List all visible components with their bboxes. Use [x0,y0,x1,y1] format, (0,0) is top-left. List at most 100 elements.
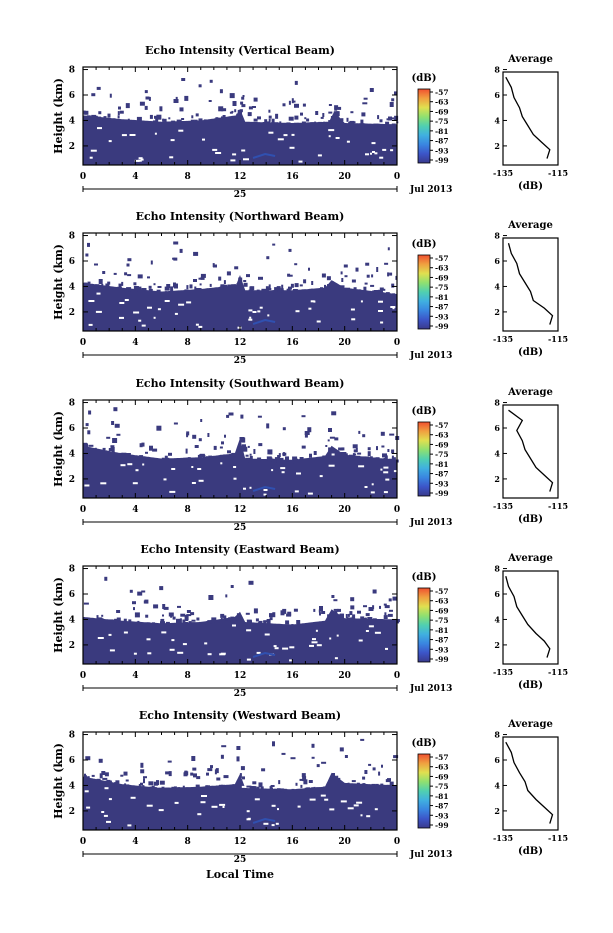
echo-gap [200,801,206,804]
echo-speckle [364,617,367,623]
echo-gap [273,645,277,648]
date-label: Jul 2013 [409,850,452,860]
echo-speckle [285,620,290,625]
echo-speckle [165,291,167,295]
echo-speckle [193,773,197,778]
echo-speckle [318,288,322,291]
colorbar-tick-label: -63 [435,763,449,772]
echo-speckle [391,98,395,102]
echo-speckle [206,288,211,292]
echo-gap [197,813,202,816]
panel-0: Echo Intensity (Vertical Beam) 2 4 6 8 Height… [52,44,568,200]
echo-speckle [293,608,298,612]
echo-speckle [184,95,189,101]
echo-speckle [263,620,269,623]
y-axis-label: Height (km) [52,577,65,653]
y-tick-label: 2 [69,475,75,485]
echo-speckle [119,110,124,114]
echo-speckle [219,446,223,449]
echo-speckle [369,456,373,461]
echo-speckle [263,620,267,624]
echo-speckle [198,277,202,280]
echo-speckle [360,616,365,620]
echo-speckle [84,110,89,115]
colorbar-tick-label: -93 [435,479,449,488]
colorbar-tick-label: -99 [435,322,449,331]
echo-speckle [327,439,330,442]
echo-speckle [198,438,202,442]
echo-speckle [270,122,274,125]
echo-speckle [242,776,245,780]
echo-speckle [159,586,164,591]
echo-speckle [225,594,228,598]
x-tick-label: 20 [338,505,351,515]
echo-speckle [253,118,258,122]
echo-speckle [209,79,213,83]
echo-speckle [235,616,239,621]
echo-speckle [288,274,293,277]
echo-speckle [102,447,106,450]
echo-speckle [379,605,381,609]
echo-gap [315,629,318,632]
average-y-tick-label: 6 [494,90,500,100]
echo-gap [138,157,143,160]
echo-gap [171,639,175,642]
echo-gap [108,140,112,143]
echo-gap [97,127,102,130]
echo-speckle [261,768,266,772]
average-title: Average [507,719,553,730]
colorbar-tick-label: -81 [435,626,449,635]
echo-speckle [294,103,299,108]
echo-speckle [353,121,356,124]
echo-speckle [206,772,209,776]
echo-speckle [226,414,230,418]
echo-gap [256,651,261,654]
echo-speckle [344,755,348,758]
echo-speckle [181,78,186,81]
echo-speckle [85,253,89,257]
echo-gap [340,800,347,803]
echo-speckle [394,115,399,121]
echo-speckle [258,276,263,280]
echo-speckle [116,617,121,623]
echo-gap [198,325,203,328]
echo-gap [385,647,388,650]
echo-region [83,772,397,830]
echo-speckle [96,86,101,90]
echo-gap [246,818,251,821]
echo-gap [241,149,246,152]
echo-gap [281,471,285,474]
echo-speckle [376,446,378,451]
echo-speckle [162,604,166,609]
echo-speckle [283,788,287,791]
echo-speckle [245,454,249,457]
echo-gap [294,490,299,493]
echo-speckle [87,281,91,284]
echo-gap [191,482,196,484]
echo-speckle [107,281,111,285]
echo-speckle [368,763,372,766]
echo-speckle [364,770,368,774]
echo-speckle [221,116,224,122]
y-axis-label: Height (km) [52,244,65,320]
echo-speckle [133,286,139,290]
colorbar-tick-label: -81 [435,127,449,136]
echo-speckle [301,415,306,418]
echo-speckle [194,445,199,448]
echo-speckle [247,445,250,448]
echo-speckle [228,617,231,623]
echo-speckle [296,620,301,624]
echo-speckle [394,91,397,96]
echo-gap [163,478,167,481]
echo-speckle [206,785,210,791]
echo-speckle [109,619,113,625]
y-tick-label: 6 [69,424,75,434]
echo-gap [169,648,175,651]
echo-speckle [276,286,281,290]
echo-speckle [278,457,284,463]
x-tick-label: 20 [338,338,351,348]
echo-speckle [387,449,390,452]
echo-speckle [328,428,332,432]
echo-speckle [325,445,328,447]
